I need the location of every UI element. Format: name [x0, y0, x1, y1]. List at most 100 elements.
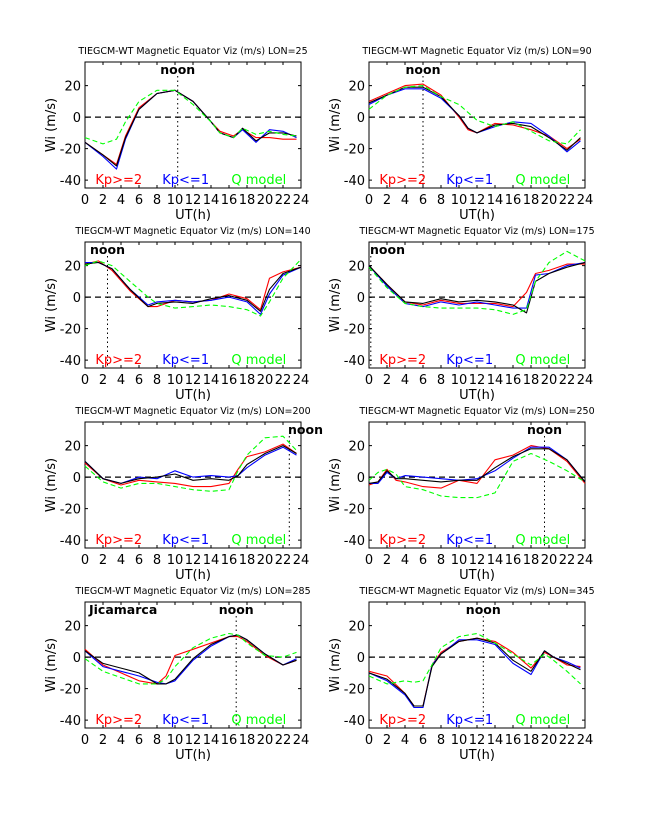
y-tick-label: -40 — [344, 534, 365, 549]
y-tick-label: 0 — [73, 111, 81, 126]
series-line — [84, 632, 297, 685]
x-tick-label: 22 — [559, 553, 576, 568]
y-tick-label: 0 — [357, 471, 365, 486]
x-tick-label: 22 — [559, 733, 576, 748]
series-line — [368, 637, 581, 707]
y-tick-label: -20 — [344, 683, 365, 698]
legend-entry: Q model — [515, 713, 570, 728]
x-tick-label: 12 — [185, 553, 202, 568]
series-line — [84, 258, 302, 317]
series-line — [84, 89, 297, 167]
y-tick-label: -20 — [60, 323, 81, 338]
x-tick-label: 20 — [541, 733, 558, 748]
x-axis-label: UT(h) — [459, 388, 495, 403]
legend-entry: Kp>=2 — [95, 173, 142, 188]
legend-entry: Q model — [231, 533, 286, 548]
x-tick-label: 2 — [99, 373, 107, 388]
chart-title: TIEGCM-WT Magnetic Equator Viz (m/s) LON… — [77, 46, 307, 57]
x-tick-label: 24 — [293, 733, 310, 748]
x-tick-label: 0 — [81, 373, 89, 388]
noon-label: noon — [370, 242, 405, 257]
plot-frame — [368, 601, 586, 729]
noon-label: noon — [406, 62, 441, 77]
x-tick-label: 8 — [437, 733, 445, 748]
y-axis-label: Wi (m/s) — [328, 278, 343, 332]
legend-entry: Kp>=2 — [95, 533, 142, 548]
x-tick-label: 6 — [135, 373, 143, 388]
y-tick-label: 20 — [64, 440, 81, 455]
x-tick-label: 0 — [365, 733, 373, 748]
x-tick-label: 20 — [541, 373, 558, 388]
y-tick-label: 20 — [64, 620, 81, 635]
x-tick-label: 2 — [383, 373, 391, 388]
x-tick-label: 4 — [401, 193, 409, 208]
chart-title: TIEGCM-WT Magnetic Equator Viz (m/s) LON… — [358, 406, 594, 417]
x-tick-label: 18 — [523, 373, 540, 388]
series-line — [368, 86, 581, 151]
x-tick-label: 22 — [275, 733, 292, 748]
y-tick-label: 20 — [64, 260, 81, 275]
x-tick-label: 4 — [117, 553, 125, 568]
x-tick-label: 12 — [185, 733, 202, 748]
site-annotation: Jicamarca — [88, 602, 157, 617]
x-tick-label: 14 — [203, 193, 220, 208]
y-tick-label: 20 — [348, 620, 365, 635]
x-tick-label: 8 — [153, 373, 161, 388]
x-tick-label: 14 — [487, 733, 504, 748]
y-axis-label: Wi (m/s) — [44, 638, 59, 692]
x-tick-label: 20 — [257, 193, 274, 208]
series-line — [368, 632, 581, 685]
chart-panel: TIEGCM-WT Magnetic Equator Viz (m/s) LON… — [44, 406, 323, 583]
y-axis-label: Wi (m/s) — [44, 458, 59, 512]
series-line — [368, 83, 581, 150]
x-tick-label: 14 — [487, 553, 504, 568]
legend-entry: Kp>=2 — [379, 713, 426, 728]
series-line — [84, 89, 297, 145]
x-tick-label: 0 — [365, 373, 373, 388]
noon-label: noon — [288, 422, 323, 437]
x-axis-label: UT(h) — [459, 568, 495, 583]
x-tick-label: 8 — [153, 193, 161, 208]
x-tick-label: 6 — [419, 193, 427, 208]
legend-entry: Q model — [515, 533, 570, 548]
x-tick-label: 14 — [203, 553, 220, 568]
x-tick-label: 8 — [437, 193, 445, 208]
x-tick-label: 4 — [117, 193, 125, 208]
y-tick-label: 20 — [348, 260, 365, 275]
y-tick-label: 0 — [357, 291, 365, 306]
x-tick-label: 6 — [419, 553, 427, 568]
x-tick-label: 16 — [221, 733, 238, 748]
plot-frame — [84, 241, 302, 369]
chart-panel: TIEGCM-WT Magnetic Equator Viz (m/s) LON… — [44, 586, 311, 763]
series-line — [368, 261, 586, 314]
x-tick-label: 8 — [153, 733, 161, 748]
x-tick-label: 2 — [99, 733, 107, 748]
y-tick-label: 20 — [348, 80, 365, 95]
y-tick-label: -40 — [60, 714, 81, 729]
legend-entry: Kp>=2 — [95, 713, 142, 728]
legend-entry: Kp>=2 — [379, 353, 426, 368]
plot-frame — [84, 61, 302, 189]
chart-title: TIEGCM-WT Magnetic Equator Viz (m/s) LON… — [358, 586, 594, 597]
y-tick-label: 0 — [357, 651, 365, 666]
noon-label: noon — [466, 602, 501, 617]
y-axis-label: Wi (m/s) — [328, 458, 343, 512]
x-tick-label: 20 — [541, 193, 558, 208]
plot-frame — [84, 601, 302, 729]
x-tick-label: 10 — [167, 553, 184, 568]
y-tick-label: -40 — [344, 714, 365, 729]
x-tick-label: 24 — [293, 373, 310, 388]
y-tick-label: -20 — [344, 143, 365, 158]
x-tick-label: 2 — [383, 553, 391, 568]
x-tick-label: 14 — [203, 733, 220, 748]
series-line — [368, 250, 586, 315]
x-tick-label: 0 — [365, 193, 373, 208]
x-tick-label: 8 — [437, 373, 445, 388]
x-tick-label: 12 — [185, 193, 202, 208]
x-tick-label: 14 — [203, 373, 220, 388]
legend-entry: Kp<=1 — [446, 353, 493, 368]
y-tick-label: -40 — [60, 174, 81, 189]
y-axis-label: Wi (m/s) — [44, 278, 59, 332]
x-tick-label: 14 — [487, 373, 504, 388]
